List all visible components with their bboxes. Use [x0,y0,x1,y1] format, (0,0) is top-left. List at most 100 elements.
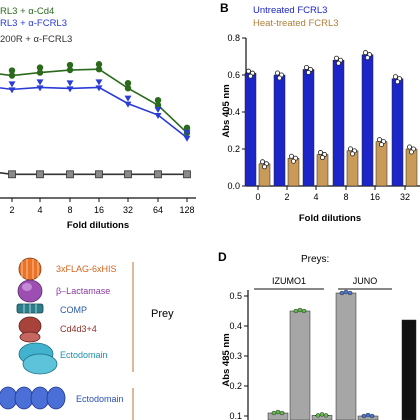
panel-b-bars [244,50,418,187]
panel-d-label: D [218,250,227,264]
panel-b-bar [375,141,388,187]
panel-d-bars [267,289,417,420]
series-point [154,101,162,109]
panel-d-y-tick-label: 0.1 [229,411,242,420]
series-point [8,67,16,74]
panel-b-replicate [376,137,382,143]
legend-heat-treated: Heat-treated FCRL3 [253,18,339,29]
panel-d-replicate [301,308,307,314]
series-point [66,66,74,74]
panel-a-x-tick-label: 64 [153,205,163,215]
series-point [183,129,191,136]
panel-b-x-tick-label: 16 [370,192,380,202]
series-point [95,79,103,86]
panel-b-replicate [288,153,294,159]
panel-b-replicate [274,70,280,76]
panel-d-replicate [319,412,325,417]
series-point [66,80,74,87]
panel-d-replicate [323,413,329,418]
panel-d-y-label: Abs 485 nm [221,333,232,386]
panel-b-x-ticks: 0 2 4 8 16 32 [255,186,410,202]
panel-d-replicate [315,413,321,418]
legend-fcrl3: RL3 + α-FCRL3 [0,18,67,29]
panel-d-replicate [293,308,299,314]
bait-domain-1 [0,386,18,410]
domain-lactamase-label: β–Lactamase [56,286,110,296]
series-point [95,85,103,92]
panel-d-replicate [343,289,349,295]
panel-a-x-tick-label: 16 [94,205,104,215]
domain-comp-label: COMP [60,305,87,315]
panel-d-bar [335,292,357,420]
panel-d-groups: IZUMO1 JUNO [254,276,392,290]
series-point [8,170,16,179]
panel-d-y-tick-label: 0.4 [229,321,242,331]
series-point [124,170,132,179]
series-line-2 [0,171,187,176]
series-line-0 [0,68,188,134]
panel-b-replicate [362,50,368,56]
panel-b-x-tick-label: 2 [284,192,289,202]
panel-b-replicate [406,144,412,150]
panel-b-label: B [220,1,229,15]
panel-b-replicate [276,75,282,81]
series-point [36,69,44,76]
panel-d-replicate [297,307,303,313]
panel-b-y-tick-label: 0.2 [227,144,240,154]
panel-d-replicate [347,290,353,296]
panel-d-replicate [361,413,367,419]
panel-b-replicate [317,150,323,156]
panel-b-x-label: Fold dilutions [299,213,361,224]
panel-d-replicate [275,409,281,415]
series-point [124,95,132,102]
series-point [36,79,44,86]
panel-b-replicate [333,55,339,61]
panel-d-group-label: IZUMO1 [272,276,306,286]
panel-d: D Preys: Abs 485 nm IZUMO1 JUNO 0.1 0.2 0.3… [218,250,417,420]
lactamase-shape [17,279,43,303]
panel-b-x-tick-label: 4 [313,192,318,202]
panel-d-replicate [365,412,371,418]
panel-b-bar [244,72,257,187]
panel-b-y-ticks: 0.0 0.2 0.4 0.6 0.8 [227,33,246,191]
panel-b-replicate [378,142,384,148]
panel-b-replicate [364,55,370,61]
panel-b-replicate [290,158,296,164]
panel-b-replicate [349,151,355,157]
panel-b-replicate [261,164,267,170]
panel-a-x-tick-label: 8 [67,205,72,215]
panel-b: B Untreated FCRL3 Heat-treated FCRL3 Abs… [220,1,420,224]
panel-b-replicate [319,155,325,161]
panel-a-x-tick-label: 128 [179,205,194,215]
series-point [183,135,191,142]
panel-b-replicate [303,64,309,70]
domain-cd4-label: Cd4d3+4 [60,324,97,334]
bait-domain-4 [46,386,66,410]
panel-b-replicate [392,74,398,80]
panel-d-replicate [279,410,285,416]
bait-domain-2 [14,386,34,410]
panel-d-bar [401,319,417,420]
series-point [66,86,74,93]
series-point [95,61,103,68]
series-point [124,79,132,87]
panel-b-bar [391,78,404,187]
panel-d-replicate [339,290,345,296]
panel-a-x-tick-label: 2 [9,205,14,215]
panel-d-y-tick-label: 0.2 [229,381,242,391]
panel-b-y-label: Abs 405 nm [221,84,232,137]
panel-b-replicate [347,146,353,152]
series-line-1 [0,86,188,139]
series-point [8,87,16,94]
panel-d-y-tick-label: 0.3 [229,351,242,361]
series-point [154,113,162,120]
panel-b-replicate [335,60,341,66]
bait-ectodomain-label: Ectodomain [76,394,124,404]
panel-b-replicate [305,69,311,75]
panel-d-y-tick-label: 0.5 [229,291,242,301]
domain-ectodomain-label: Ectodomain [60,350,108,360]
series-point [36,64,44,71]
series-point [95,170,103,179]
panel-d-bar [289,310,311,420]
